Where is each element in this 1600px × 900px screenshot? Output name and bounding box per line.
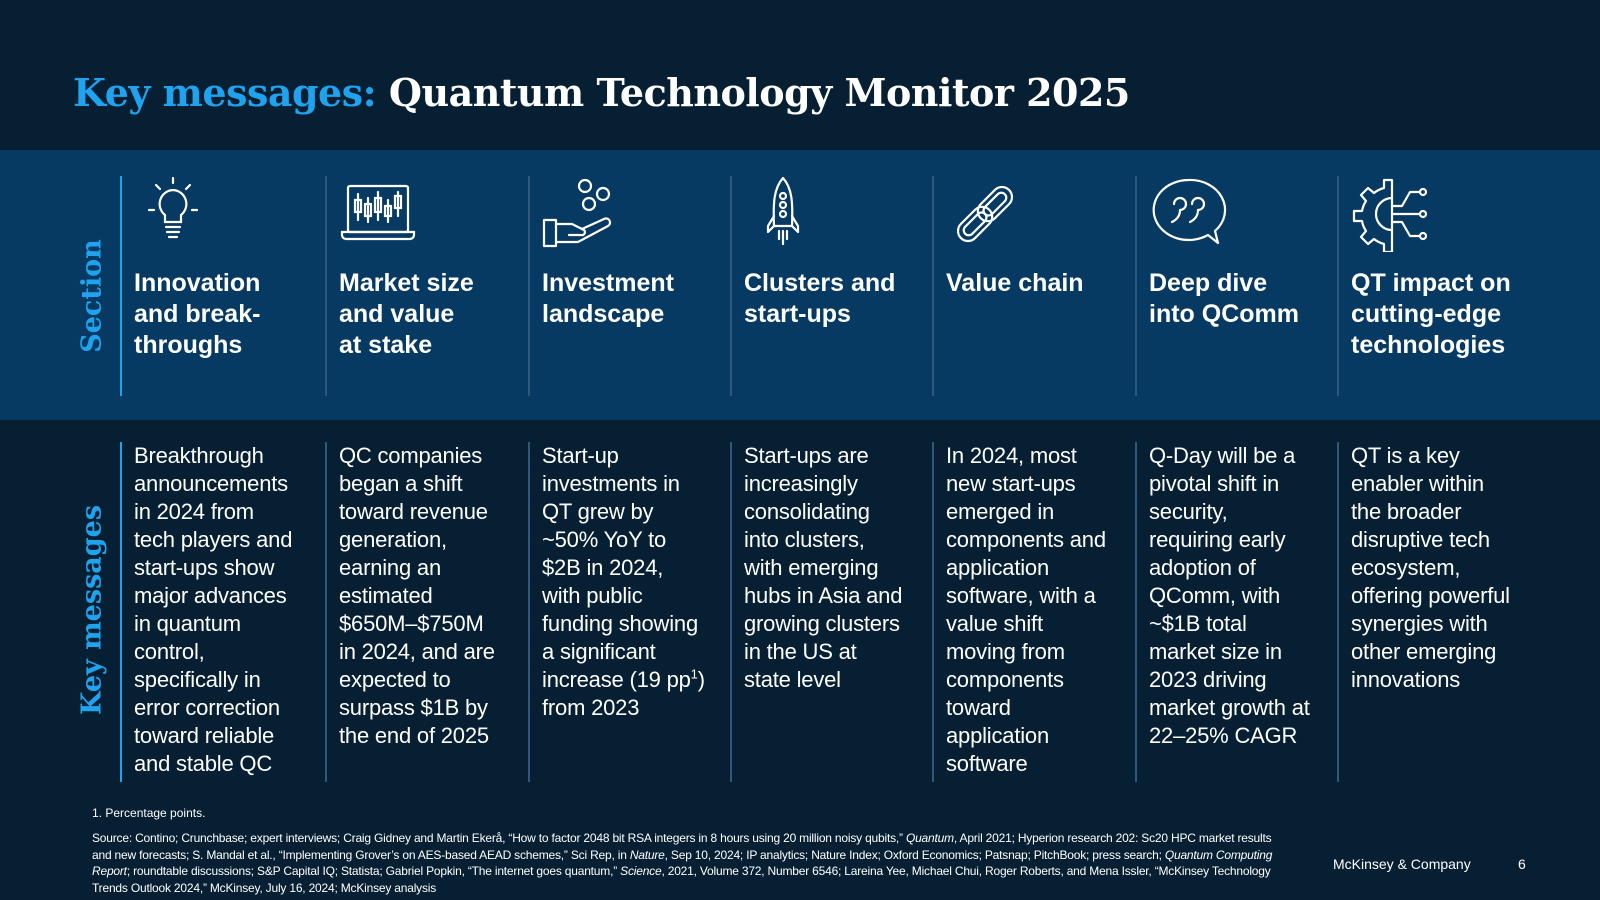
key-message-tail: ) from 2023 bbox=[542, 667, 705, 720]
hand-coins-icon bbox=[541, 176, 621, 252]
section-heading: Market size and value at stake bbox=[339, 269, 474, 359]
message-column-innovation: Breakthrough announcements in 2024 from … bbox=[120, 442, 320, 782]
row-label-section: Section bbox=[76, 239, 108, 353]
column-divider bbox=[120, 442, 122, 782]
message-column-clusters: Start-ups are increasingly consolidating… bbox=[730, 442, 930, 782]
section-heading: Clusters and start-ups bbox=[744, 269, 896, 328]
key-message: Q-Day will be a pivotal shift in securit… bbox=[1149, 443, 1310, 748]
source-note: Source: Contino; Crunchbase; expert inte… bbox=[92, 830, 1292, 896]
source-italic: Nature bbox=[629, 847, 665, 862]
column-divider bbox=[325, 442, 327, 782]
section-column-innovation: Innovation and break- throughs bbox=[120, 176, 320, 396]
key-message-main: Start-up investments in QT grew by ~50% … bbox=[542, 443, 699, 692]
key-message: Start-up investments in QT grew by ~50% … bbox=[542, 442, 728, 722]
column-divider bbox=[932, 176, 934, 396]
section-column-clusters: Clusters and start-ups bbox=[730, 176, 930, 396]
title-accent: Key messages: bbox=[73, 70, 377, 115]
column-divider bbox=[1135, 442, 1137, 782]
key-message: Start-ups are increasingly consolidating… bbox=[744, 443, 903, 692]
column-divider bbox=[730, 442, 732, 782]
section-heading: QT impact on cutting-edge technologies bbox=[1351, 269, 1511, 359]
column-divider bbox=[730, 176, 732, 396]
section-heading: Deep dive into QComm bbox=[1149, 269, 1299, 328]
column-divider bbox=[325, 176, 327, 396]
rocket-icon bbox=[743, 176, 823, 252]
key-message: QT is a key enabler within the broader d… bbox=[1351, 443, 1510, 692]
section-heading: Value chain bbox=[946, 269, 1084, 297]
message-column-qcomm: Q-Day will be a pivotal shift in securit… bbox=[1135, 442, 1335, 782]
column-divider bbox=[528, 442, 530, 782]
row-label-key-messages: Key messages bbox=[76, 504, 108, 716]
section-column-value-chain: Value chain bbox=[932, 176, 1132, 396]
candlestick-chart-icon bbox=[338, 176, 418, 252]
lightbulb-icon bbox=[133, 176, 213, 252]
message-column-value-chain: In 2024, most new start-ups emerged in c… bbox=[932, 442, 1132, 782]
section-column-qt-impact: QT impact on cutting-edge technologies bbox=[1337, 176, 1537, 396]
brand-name: McKinsey & Company bbox=[1333, 856, 1471, 872]
section-heading: Investment landscape bbox=[542, 269, 674, 328]
source-text: , 2021, Volume 372, Number 6546; Lareina… bbox=[92, 864, 1271, 895]
speech-bubble-quote-icon bbox=[1148, 176, 1228, 252]
key-message: In 2024, most new start-ups emerged in c… bbox=[946, 443, 1106, 776]
chain-link-icon bbox=[945, 176, 1025, 252]
column-divider bbox=[1337, 176, 1339, 396]
message-column-market-size: QC companies began a shift toward revenu… bbox=[325, 442, 525, 782]
message-column-investment: Start-up investments in QT grew by ~50% … bbox=[528, 442, 728, 782]
section-column-qcomm: Deep dive into QComm bbox=[1135, 176, 1335, 396]
source-italic: Quantum Computing Report bbox=[92, 847, 1273, 879]
footnote-marker: 1 bbox=[690, 666, 698, 682]
source-italic: Science bbox=[620, 864, 662, 878]
column-divider bbox=[1337, 442, 1339, 782]
source-italic: Quantum bbox=[905, 831, 954, 845]
section-heading: Innovation and break- throughs bbox=[134, 269, 261, 359]
source-text: , Sep 10, 2024; IP analytics; Nature Ind… bbox=[664, 847, 1165, 862]
footnote: 1. Percentage points. bbox=[92, 806, 206, 820]
page-title: Key messages: Quantum Technology Monitor… bbox=[73, 70, 1130, 115]
page-number: 6 bbox=[1518, 856, 1526, 872]
source-text: ; roundtable discussions; S&P Capital IQ… bbox=[126, 864, 621, 878]
section-column-market-size: Market size and value at stake bbox=[325, 176, 525, 396]
message-column-qt-impact: QT is a key enabler within the broader d… bbox=[1337, 442, 1537, 782]
key-message: QC companies began a shift toward revenu… bbox=[339, 443, 495, 748]
column-divider bbox=[1135, 176, 1137, 396]
title-rest: Quantum Technology Monitor 2025 bbox=[388, 70, 1130, 115]
source-text: Source: Contino; Crunchbase; expert inte… bbox=[92, 831, 906, 845]
gear-circuit-icon bbox=[1350, 176, 1430, 254]
key-message: Breakthrough announcements in 2024 from … bbox=[134, 443, 293, 776]
column-divider bbox=[932, 442, 934, 782]
section-column-investment: Investment landscape bbox=[528, 176, 728, 396]
section-band bbox=[0, 150, 1600, 420]
source-text: , April 2021; Hyperion research 202: Sc2… bbox=[92, 831, 1272, 862]
column-divider bbox=[120, 176, 122, 396]
column-divider bbox=[528, 176, 530, 396]
